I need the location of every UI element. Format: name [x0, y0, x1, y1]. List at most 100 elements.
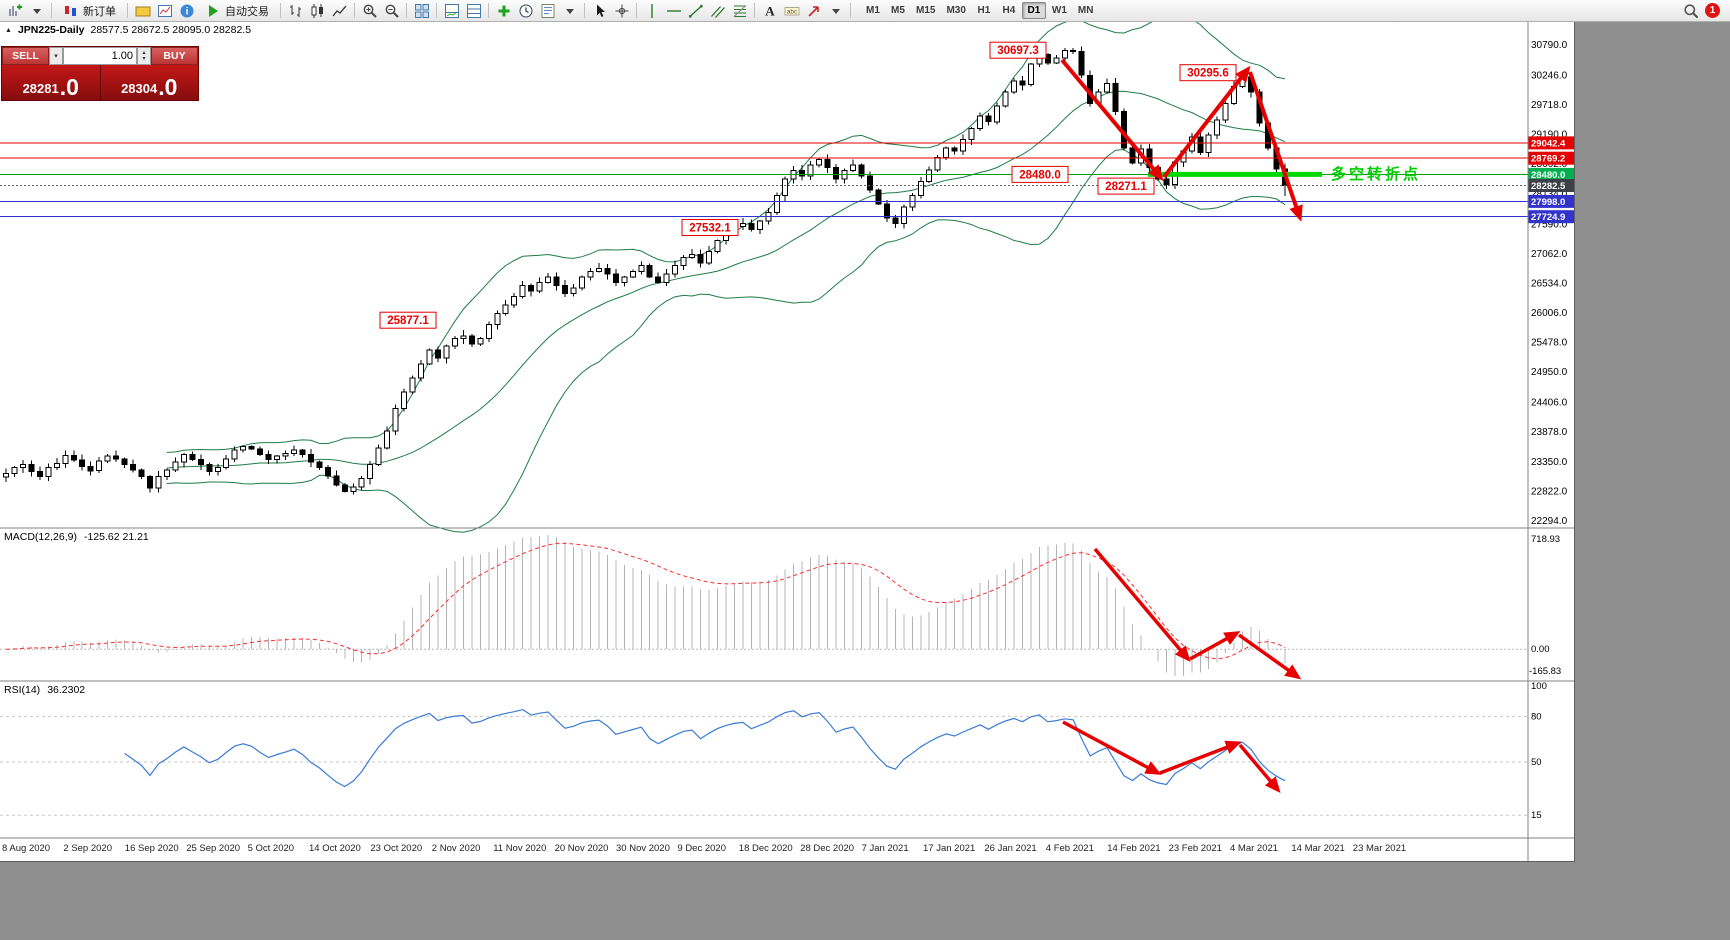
- timeframe-m30[interactable]: M30: [946, 5, 966, 16]
- crosshair-icon[interactable]: [611, 2, 632, 20]
- charts-window-icon[interactable]: [154, 2, 175, 20]
- trend-arrow-rsi[interactable]: [1238, 743, 1281, 794]
- trend-arrow-main[interactable]: [1162, 65, 1251, 179]
- svg-text:28480.0: 28480.0: [1019, 169, 1061, 181]
- macd-axis-label: -165.83: [1529, 666, 1561, 677]
- lot-dropdown-caret-icon[interactable]: ▾: [49, 47, 63, 65]
- equidistant-channel-icon[interactable]: [707, 2, 728, 20]
- search-icon[interactable]: [1680, 2, 1701, 20]
- price-annotation-25877.1[interactable]: 25877.1: [379, 311, 437, 329]
- templates-icon[interactable]: [537, 2, 558, 20]
- add-indicator-icon[interactable]: [493, 2, 514, 20]
- candlestick-series: [3, 46, 1288, 495]
- y-axis-price-label: 23878.0: [1531, 427, 1568, 438]
- bollinger-lower-band: [166, 148, 1286, 533]
- chart-list-caret-icon[interactable]: [26, 2, 47, 20]
- zoomin-glyph: [363, 4, 377, 18]
- arrow-shapes-caret-icon[interactable]: [825, 2, 846, 20]
- templates-caret-icon[interactable]: [559, 2, 580, 20]
- autotrading-button[interactable]: 自动交易: [198, 2, 276, 20]
- toolbar-separator: [754, 3, 755, 18]
- trend-arrow-macd[interactable]: [1093, 547, 1191, 663]
- cursor-glyph: [596, 4, 605, 17]
- toolbar-separator: [127, 3, 128, 18]
- svg-text:27532.1: 27532.1: [689, 223, 731, 235]
- svg-text:25877.1: 25877.1: [387, 315, 429, 327]
- text-label-icon[interactable]: abc: [781, 2, 802, 20]
- timeframe-d1[interactable]: D1: [1021, 2, 1046, 19]
- order-panel-controls: SELL ▾ ▴▾ BUY: [2, 47, 198, 65]
- price-annotation-30697.3[interactable]: 30697.3: [989, 41, 1047, 59]
- x-axis-date-label: 17 Jan 2021: [923, 843, 975, 854]
- price-annotation-28271.1[interactable]: 28271.1: [1097, 177, 1155, 195]
- timeframe-m1[interactable]: M1: [866, 5, 880, 16]
- price-tag-label: 29042.4: [1531, 138, 1566, 149]
- periodicity-icon[interactable]: [515, 2, 536, 20]
- zoom-in-icon[interactable]: [359, 2, 380, 20]
- trend-arrow-macd[interactable]: [1189, 631, 1241, 661]
- x-axis-date-label: 23 Feb 2021: [1169, 843, 1222, 854]
- zoom-out-icon[interactable]: [381, 2, 402, 20]
- rsi-axis-label: 15: [1531, 810, 1542, 821]
- price-annotation-28480.0[interactable]: 28480.0: [1011, 165, 1069, 183]
- help-icon[interactable]: i: [176, 2, 197, 20]
- rsi-line: [124, 708, 1286, 788]
- new-order-button[interactable]: 新订单: [56, 2, 123, 20]
- horizontal-line-icon[interactable]: [663, 2, 684, 20]
- indicator-window-icon[interactable]: [441, 2, 462, 20]
- label-glyph: abc: [784, 6, 799, 15]
- cursor-icon[interactable]: [589, 2, 610, 20]
- text-icon[interactable]: A: [759, 2, 780, 20]
- tile-windows-icon[interactable]: [411, 2, 432, 20]
- notifications-badge[interactable]: 1: [1705, 3, 1720, 18]
- y-axis-price-label: 27062.0: [1531, 249, 1568, 260]
- timeframe-toolbar: M1 M5 M15 M30 H1 H4 D1 W1 MN: [861, 2, 1098, 19]
- x-axis-date-label: 23 Mar 2021: [1353, 843, 1406, 854]
- y-axis-price-label: 27590.0: [1531, 219, 1568, 230]
- x-axis-date-label: 14 Feb 2021: [1107, 843, 1160, 854]
- timeframe-h1[interactable]: H1: [977, 5, 991, 16]
- sell-price-frac: .0: [59, 74, 79, 101]
- buy-button[interactable]: BUY: [151, 47, 198, 65]
- trend-arrow-rsi[interactable]: [1062, 720, 1162, 775]
- timeframe-w1[interactable]: W1: [1051, 5, 1067, 16]
- chart-window-jpn225-daily: 30790.030246.029718.029190.028662.028134…: [0, 22, 1575, 862]
- trend-arrow-main[interactable]: [1060, 58, 1164, 182]
- sell-button[interactable]: SELL: [2, 47, 49, 65]
- lot-size-input[interactable]: [63, 47, 137, 65]
- stepper-up-icon[interactable]: ▴: [142, 50, 146, 56]
- y-axis-price-label: 30246.0: [1531, 71, 1568, 82]
- indicator-list-icon[interactable]: [463, 2, 484, 20]
- stepper-down-icon[interactable]: ▾: [142, 56, 146, 62]
- timeframe-m15[interactable]: M15: [916, 5, 936, 16]
- profiles-icon[interactable]: [132, 2, 153, 20]
- trend-arrow-main[interactable]: [1248, 71, 1303, 222]
- new-chart-icon[interactable]: [4, 2, 25, 20]
- vertical-line-icon[interactable]: [641, 2, 662, 20]
- lot-stepper[interactable]: ▴ ▾: [137, 47, 151, 65]
- macd-indicator-label: MACD(12,26,9) -125.62 21.21: [4, 531, 149, 543]
- play-glyph: [209, 4, 218, 17]
- bars-glyph: [289, 4, 301, 17]
- line-chart-icon[interactable]: [329, 2, 350, 20]
- y-axis-price-label: 22294.0: [1531, 516, 1568, 527]
- sell-price[interactable]: 28281.0: [2, 65, 100, 100]
- autotrading-button-label: 自动交易: [225, 5, 269, 18]
- chart-canvas[interactable]: 30790.030246.029718.029190.028662.028134…: [0, 22, 1575, 862]
- trend-arrow-macd[interactable]: [1237, 633, 1302, 680]
- timeframe-h4[interactable]: H4: [1002, 5, 1016, 16]
- fibonacci-icon[interactable]: [729, 2, 750, 20]
- timeframe-m5[interactable]: M5: [891, 5, 905, 16]
- y-axis-price-label: 25478.0: [1531, 338, 1568, 349]
- timeframe-mn[interactable]: MN: [1077, 5, 1094, 16]
- price-tag-29042.4: [1528, 136, 1574, 150]
- trend-arrow-rsi[interactable]: [1159, 740, 1242, 775]
- ohlc-bars-icon[interactable]: [285, 2, 306, 20]
- price-annotation-27532.1[interactable]: 27532.1: [681, 219, 739, 236]
- candlestick-chart-icon[interactable]: [307, 2, 328, 20]
- price-annotation-30295.6[interactable]: 30295.6: [1179, 64, 1237, 82]
- buy-price[interactable]: 28304.0: [99, 65, 198, 100]
- arrow-shapes-icon[interactable]: [803, 2, 824, 20]
- y-axis-price-label: 29190.0: [1531, 130, 1568, 141]
- trendline-icon[interactable]: [685, 2, 706, 20]
